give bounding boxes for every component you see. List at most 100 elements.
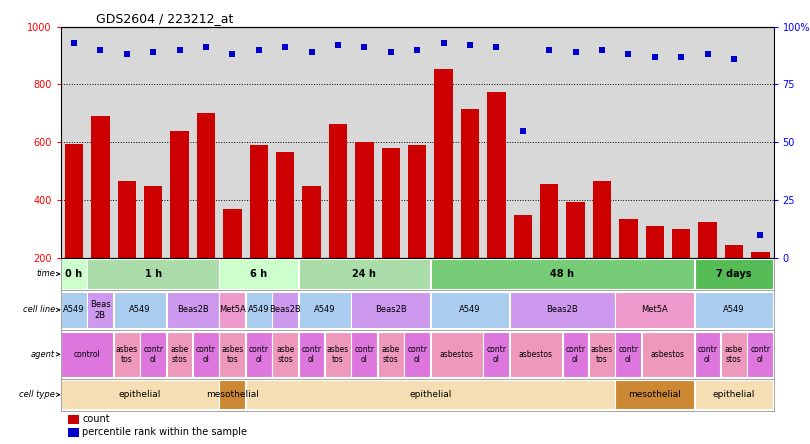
Text: contr
ol: contr ol — [196, 345, 216, 364]
Bar — [540, 184, 558, 316]
Point — [543, 46, 556, 53]
Point — [147, 48, 160, 56]
Bar — [616, 292, 694, 328]
Bar — [245, 292, 271, 328]
Bar — [220, 332, 245, 377]
Bar — [461, 109, 480, 316]
Bar — [642, 332, 694, 377]
Text: A549: A549 — [314, 305, 335, 314]
Text: A549: A549 — [459, 305, 480, 314]
Bar — [61, 259, 87, 289]
Bar — [325, 332, 351, 377]
Bar — [509, 332, 562, 377]
Bar — [751, 252, 769, 316]
Bar — [272, 332, 298, 377]
Bar — [431, 332, 483, 377]
Bar — [167, 332, 193, 377]
Bar — [276, 152, 294, 316]
Bar — [646, 226, 664, 316]
Text: asbestos: asbestos — [440, 350, 474, 359]
Bar — [563, 332, 589, 377]
Text: A549: A549 — [63, 305, 85, 314]
Point — [226, 51, 239, 58]
Point — [384, 48, 397, 56]
Bar — [144, 186, 162, 316]
Bar — [408, 145, 426, 316]
Bar — [695, 332, 720, 377]
Text: asbe
stos: asbe stos — [382, 345, 400, 364]
Bar — [377, 332, 403, 377]
Point — [94, 46, 107, 53]
Bar — [721, 332, 747, 377]
Text: asbe
stos: asbe stos — [725, 345, 743, 364]
Bar — [87, 292, 113, 328]
Point — [622, 51, 635, 58]
Bar — [698, 222, 717, 316]
Text: control: control — [74, 350, 100, 359]
Point — [648, 53, 661, 60]
Bar — [434, 68, 453, 316]
Text: count: count — [82, 414, 110, 424]
Bar — [484, 332, 509, 377]
Text: asbes
tos: asbes tos — [116, 345, 138, 364]
Bar — [117, 181, 136, 316]
Text: contr
ol: contr ol — [249, 345, 269, 364]
Text: A549: A549 — [248, 305, 270, 314]
Bar — [695, 380, 774, 409]
Text: Beas
2B: Beas 2B — [90, 300, 111, 320]
Text: percentile rank within the sample: percentile rank within the sample — [82, 427, 247, 437]
Text: A549: A549 — [723, 305, 744, 314]
Text: contr
ol: contr ol — [697, 345, 718, 364]
Text: 1 h: 1 h — [145, 269, 162, 279]
Text: agent: agent — [31, 350, 55, 359]
Text: 7 days: 7 days — [716, 269, 752, 279]
Text: Met5A: Met5A — [219, 305, 245, 314]
Text: Beas2B: Beas2B — [375, 305, 407, 314]
Point — [411, 46, 424, 53]
Bar — [725, 245, 744, 316]
Point — [675, 53, 688, 60]
Point — [252, 46, 265, 53]
Bar — [220, 292, 245, 328]
Bar — [487, 92, 505, 316]
Text: epithelial: epithelial — [409, 390, 451, 399]
Text: asbestos: asbestos — [519, 350, 553, 359]
Bar — [616, 332, 642, 377]
Text: contr
ol: contr ol — [407, 345, 427, 364]
Bar — [329, 123, 347, 316]
Bar — [61, 380, 219, 409]
Point — [199, 44, 212, 51]
Bar — [223, 209, 241, 316]
Text: contr
ol: contr ol — [565, 345, 586, 364]
Bar — [167, 292, 219, 328]
Text: time: time — [36, 270, 55, 278]
Text: contr
ol: contr ol — [301, 345, 322, 364]
Bar — [220, 259, 298, 289]
Bar — [65, 144, 83, 316]
Bar — [589, 332, 615, 377]
Point — [569, 48, 582, 56]
Bar — [431, 292, 509, 328]
Bar — [302, 186, 321, 316]
Text: epithelial: epithelial — [713, 390, 755, 399]
Bar — [619, 219, 637, 316]
Text: Beas2B: Beas2B — [177, 305, 209, 314]
Point — [305, 48, 318, 56]
Bar — [299, 332, 325, 377]
Text: 6 h: 6 h — [250, 269, 267, 279]
Point — [279, 44, 292, 51]
Point — [67, 39, 80, 46]
Text: cell line: cell line — [23, 305, 55, 314]
Text: Beas2B: Beas2B — [269, 305, 301, 314]
Bar — [355, 142, 373, 316]
Text: contr
ol: contr ol — [143, 345, 163, 364]
Bar — [616, 380, 694, 409]
Text: Met5A: Met5A — [642, 305, 668, 314]
Bar — [68, 415, 79, 424]
Bar — [672, 229, 690, 316]
Bar — [68, 428, 79, 436]
Point — [727, 56, 740, 63]
Text: asbes
tos: asbes tos — [326, 345, 349, 364]
Text: contr
ol: contr ol — [750, 345, 770, 364]
Point — [463, 42, 476, 49]
